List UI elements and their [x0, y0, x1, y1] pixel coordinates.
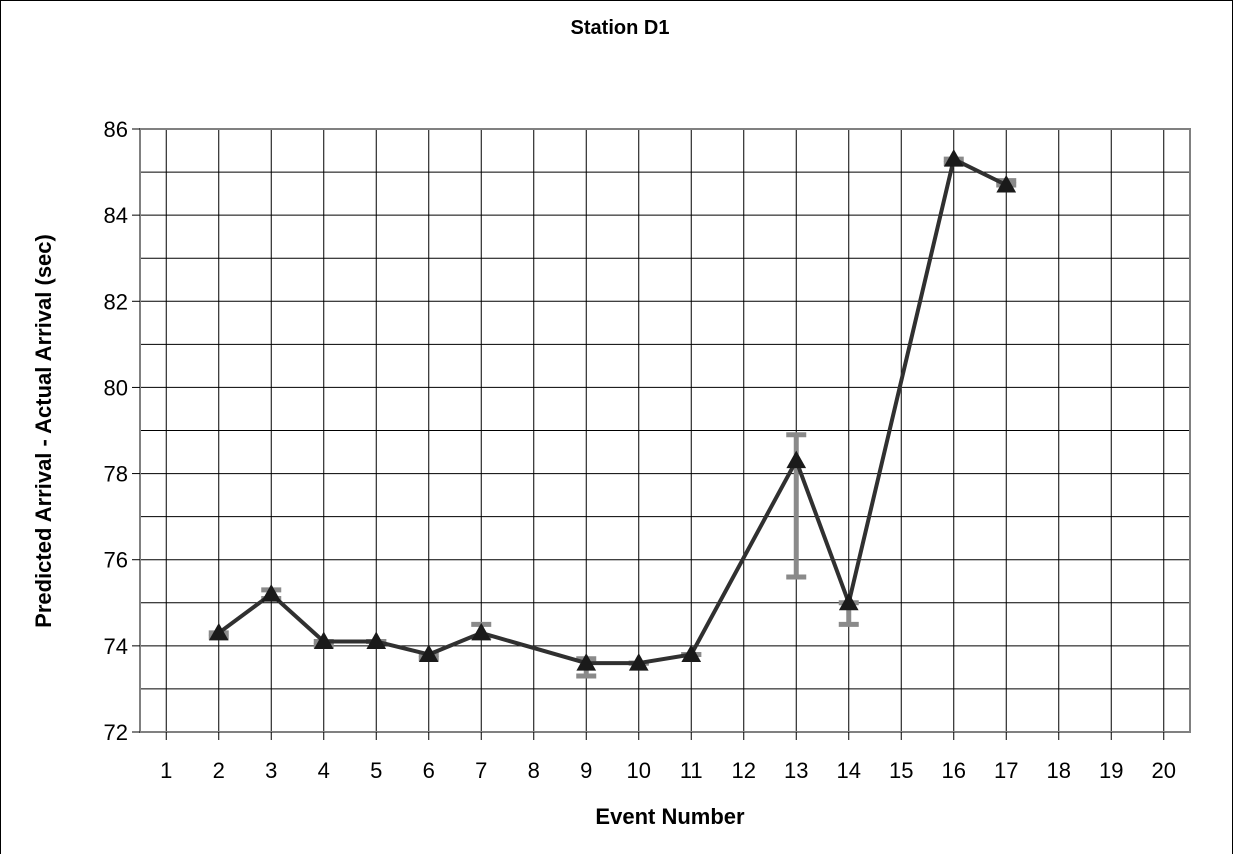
x-tick-label: 14 [837, 758, 861, 783]
x-tick-label: 1 [160, 758, 172, 783]
grid [140, 129, 1190, 732]
x-tick-label: 9 [580, 758, 592, 783]
y-tick-label: 74 [104, 634, 128, 659]
x-tick-label: 5 [370, 758, 382, 783]
y-axis-title: Predicted Arrival - Actual Arrival (sec) [31, 234, 56, 628]
x-tick-label: 20 [1152, 758, 1176, 783]
y-tick-label: 82 [104, 289, 128, 314]
data-point-marker [681, 644, 702, 662]
data-point-marker [208, 622, 229, 641]
chart-title: Station D1 [571, 17, 670, 39]
plot-area [139, 128, 1191, 733]
data-point-marker [838, 592, 859, 611]
x-tick-label: 10 [627, 758, 651, 783]
x-tick-label: 18 [1047, 758, 1071, 783]
x-tick-label: 11 [680, 758, 703, 783]
x-tick-label: 6 [423, 758, 435, 783]
y-tick-label: 84 [104, 203, 128, 228]
x-tick-label: 8 [528, 758, 540, 783]
x-tick-label: 15 [889, 758, 913, 783]
data-point-marker [418, 644, 439, 662]
data-point-marker [943, 149, 964, 167]
series-line [217, 157, 1008, 666]
series-line-layer [217, 157, 1008, 666]
x-axis-ticks: 1 2 3 4 5 6 7 8 9 10 11 12 13 14 15 16 17 18 19 20 [160, 732, 1176, 783]
error-bars [208, 156, 1017, 679]
x-tick-label: 7 [475, 758, 487, 783]
data-point-marker [996, 174, 1017, 193]
x-tick-label: 13 [784, 758, 808, 783]
x-tick-label: 19 [1099, 758, 1123, 783]
x-tick-label: 4 [318, 758, 330, 783]
data-point-marker [576, 653, 597, 671]
y-axis-ticks: 72 74 76 78 80 82 84 86 [104, 117, 140, 745]
x-tick-label: 16 [942, 758, 966, 783]
data-point-marker [261, 584, 282, 602]
data-point-marker [786, 450, 807, 469]
x-tick-label: 3 [265, 758, 277, 783]
data-point-marker [313, 631, 334, 650]
data-point-marker [628, 653, 649, 671]
x-axis-title: Event Number [595, 804, 745, 829]
y-tick-label: 78 [104, 462, 128, 487]
data-point-marker [366, 631, 387, 650]
x-tick-label: 17 [994, 758, 1018, 783]
y-tick-label: 80 [104, 375, 128, 400]
y-tick-label: 72 [104, 720, 128, 745]
y-tick-label: 86 [104, 117, 128, 142]
y-tick-label: 76 [104, 548, 128, 573]
data-point-marker [471, 622, 492, 641]
x-tick-label: 2 [213, 758, 225, 783]
series-markers [208, 149, 1017, 671]
x-tick-label: 12 [732, 758, 756, 783]
